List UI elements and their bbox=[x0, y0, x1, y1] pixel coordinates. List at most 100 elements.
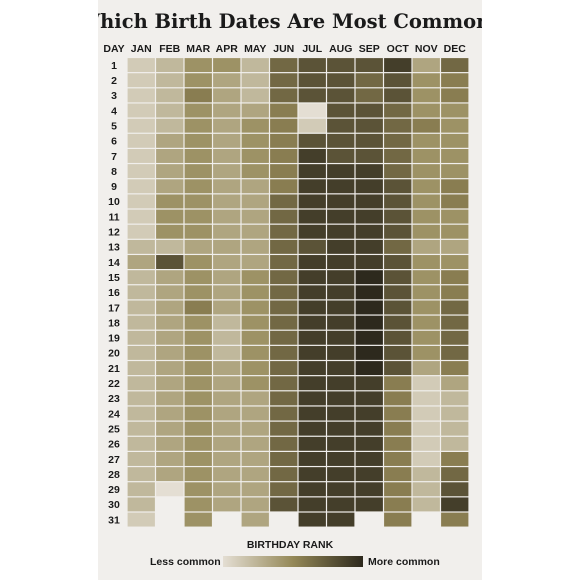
cell-apr-24 bbox=[213, 406, 241, 421]
cell-nov-23 bbox=[412, 391, 440, 406]
cell-may-8 bbox=[241, 164, 269, 179]
cell-may-10 bbox=[241, 194, 269, 209]
cell-dec-15 bbox=[441, 270, 469, 285]
cell-dec-6 bbox=[441, 133, 469, 148]
cell-sep-13 bbox=[355, 239, 383, 254]
cell-jul-10 bbox=[298, 194, 326, 209]
cell-mar-22 bbox=[184, 376, 212, 391]
cell-jan-4 bbox=[127, 103, 155, 118]
cell-oct-8 bbox=[384, 164, 412, 179]
column-header-dec: DEC bbox=[444, 43, 467, 55]
cell-nov-21 bbox=[412, 361, 440, 376]
row-label-day-26: 26 bbox=[108, 439, 120, 451]
cell-mar-1 bbox=[184, 58, 212, 73]
row-label-day-15: 15 bbox=[108, 272, 120, 284]
cell-jan-12 bbox=[127, 224, 155, 239]
cell-mar-17 bbox=[184, 300, 212, 315]
cell-aug-1 bbox=[327, 58, 355, 73]
cell-jan-13 bbox=[127, 239, 155, 254]
cell-may-11 bbox=[241, 209, 269, 224]
cell-apr-8 bbox=[213, 164, 241, 179]
cell-may-16 bbox=[241, 285, 269, 300]
cell-oct-22 bbox=[384, 376, 412, 391]
cell-aug-6 bbox=[327, 133, 355, 148]
cell-apr-7 bbox=[213, 149, 241, 163]
cell-apr-22 bbox=[213, 376, 241, 391]
cell-jan-1 bbox=[127, 58, 155, 73]
cell-may-13 bbox=[241, 239, 269, 254]
cell-nov-6 bbox=[412, 133, 440, 148]
cell-apr-12 bbox=[213, 224, 241, 239]
cell-mar-19 bbox=[184, 330, 212, 345]
cell-nov-10 bbox=[412, 194, 440, 209]
cell-aug-28 bbox=[327, 467, 355, 482]
chart-title: Which Birth Dates Are Most Common? bbox=[98, 10, 482, 33]
cell-sep-21 bbox=[355, 361, 383, 376]
cell-aug-4 bbox=[327, 103, 355, 118]
cell-oct-18 bbox=[384, 315, 412, 330]
cell-jul-20 bbox=[298, 345, 326, 360]
column-header-oct: OCT bbox=[387, 43, 410, 55]
column-header-apr: APR bbox=[216, 43, 239, 55]
cell-mar-13 bbox=[184, 239, 212, 254]
cell-jul-9 bbox=[298, 179, 326, 194]
cell-jun-18 bbox=[270, 315, 298, 330]
row-label-day-19: 19 bbox=[108, 333, 120, 345]
cell-jul-12 bbox=[298, 224, 326, 239]
cell-oct-19 bbox=[384, 330, 412, 345]
cell-oct-3 bbox=[384, 88, 412, 103]
cell-jul-26 bbox=[298, 436, 326, 451]
cell-nov-2 bbox=[412, 73, 440, 88]
cell-dec-21 bbox=[441, 361, 469, 376]
cell-aug-13 bbox=[327, 239, 355, 254]
cell-mar-31 bbox=[184, 512, 212, 527]
column-header-jan: JAN bbox=[131, 43, 152, 55]
cell-feb-4 bbox=[156, 103, 184, 118]
cell-nov-5 bbox=[412, 118, 440, 133]
cell-feb-6 bbox=[156, 133, 184, 148]
column-header-mar: MAR bbox=[186, 43, 210, 55]
cell-jun-15 bbox=[270, 270, 298, 285]
column-header-aug: AUG bbox=[329, 43, 352, 55]
heatmap-chart: Which Birth Dates Are Most Common? DAY J… bbox=[98, 10, 482, 568]
cell-nov-9 bbox=[412, 179, 440, 194]
cell-sep-16 bbox=[355, 285, 383, 300]
cell-jul-8 bbox=[298, 164, 326, 179]
row-label-day-21: 21 bbox=[108, 363, 120, 375]
cell-dec-18 bbox=[441, 315, 469, 330]
cell-apr-13 bbox=[213, 239, 241, 254]
cell-mar-15 bbox=[184, 270, 212, 285]
cell-feb-12 bbox=[156, 224, 184, 239]
cell-mar-27 bbox=[184, 452, 212, 466]
cell-apr-6 bbox=[213, 133, 241, 148]
cell-mar-14 bbox=[184, 255, 212, 269]
cell-oct-31 bbox=[384, 512, 412, 527]
cell-nov-8 bbox=[412, 164, 440, 179]
cell-aug-23 bbox=[327, 391, 355, 406]
cell-oct-12 bbox=[384, 224, 412, 239]
cell-sep-3 bbox=[355, 88, 383, 103]
row-label-day-5: 5 bbox=[111, 120, 117, 132]
cell-feb-16 bbox=[156, 285, 184, 300]
cell-sep-18 bbox=[355, 315, 383, 330]
cell-jan-23 bbox=[127, 391, 155, 406]
cell-feb-18 bbox=[156, 315, 184, 330]
cell-sep-22 bbox=[355, 376, 383, 391]
cell-oct-13 bbox=[384, 239, 412, 254]
cell-dec-10 bbox=[441, 194, 469, 209]
row-label-day-29: 29 bbox=[108, 484, 120, 496]
cell-feb-15 bbox=[156, 270, 184, 285]
cell-feb-27 bbox=[156, 452, 184, 466]
cell-apr-16 bbox=[213, 285, 241, 300]
cell-mar-20 bbox=[184, 345, 212, 360]
row-label-day-25: 25 bbox=[108, 423, 120, 435]
cell-apr-9 bbox=[213, 179, 241, 194]
cell-oct-27 bbox=[384, 452, 412, 466]
cell-jan-18 bbox=[127, 315, 155, 330]
cell-sep-14 bbox=[355, 255, 383, 269]
cell-feb-1 bbox=[156, 58, 184, 73]
row-label-day-6: 6 bbox=[111, 136, 117, 148]
cell-feb-8 bbox=[156, 164, 184, 179]
column-header-feb: FEB bbox=[159, 43, 180, 55]
cell-sep-19 bbox=[355, 330, 383, 345]
